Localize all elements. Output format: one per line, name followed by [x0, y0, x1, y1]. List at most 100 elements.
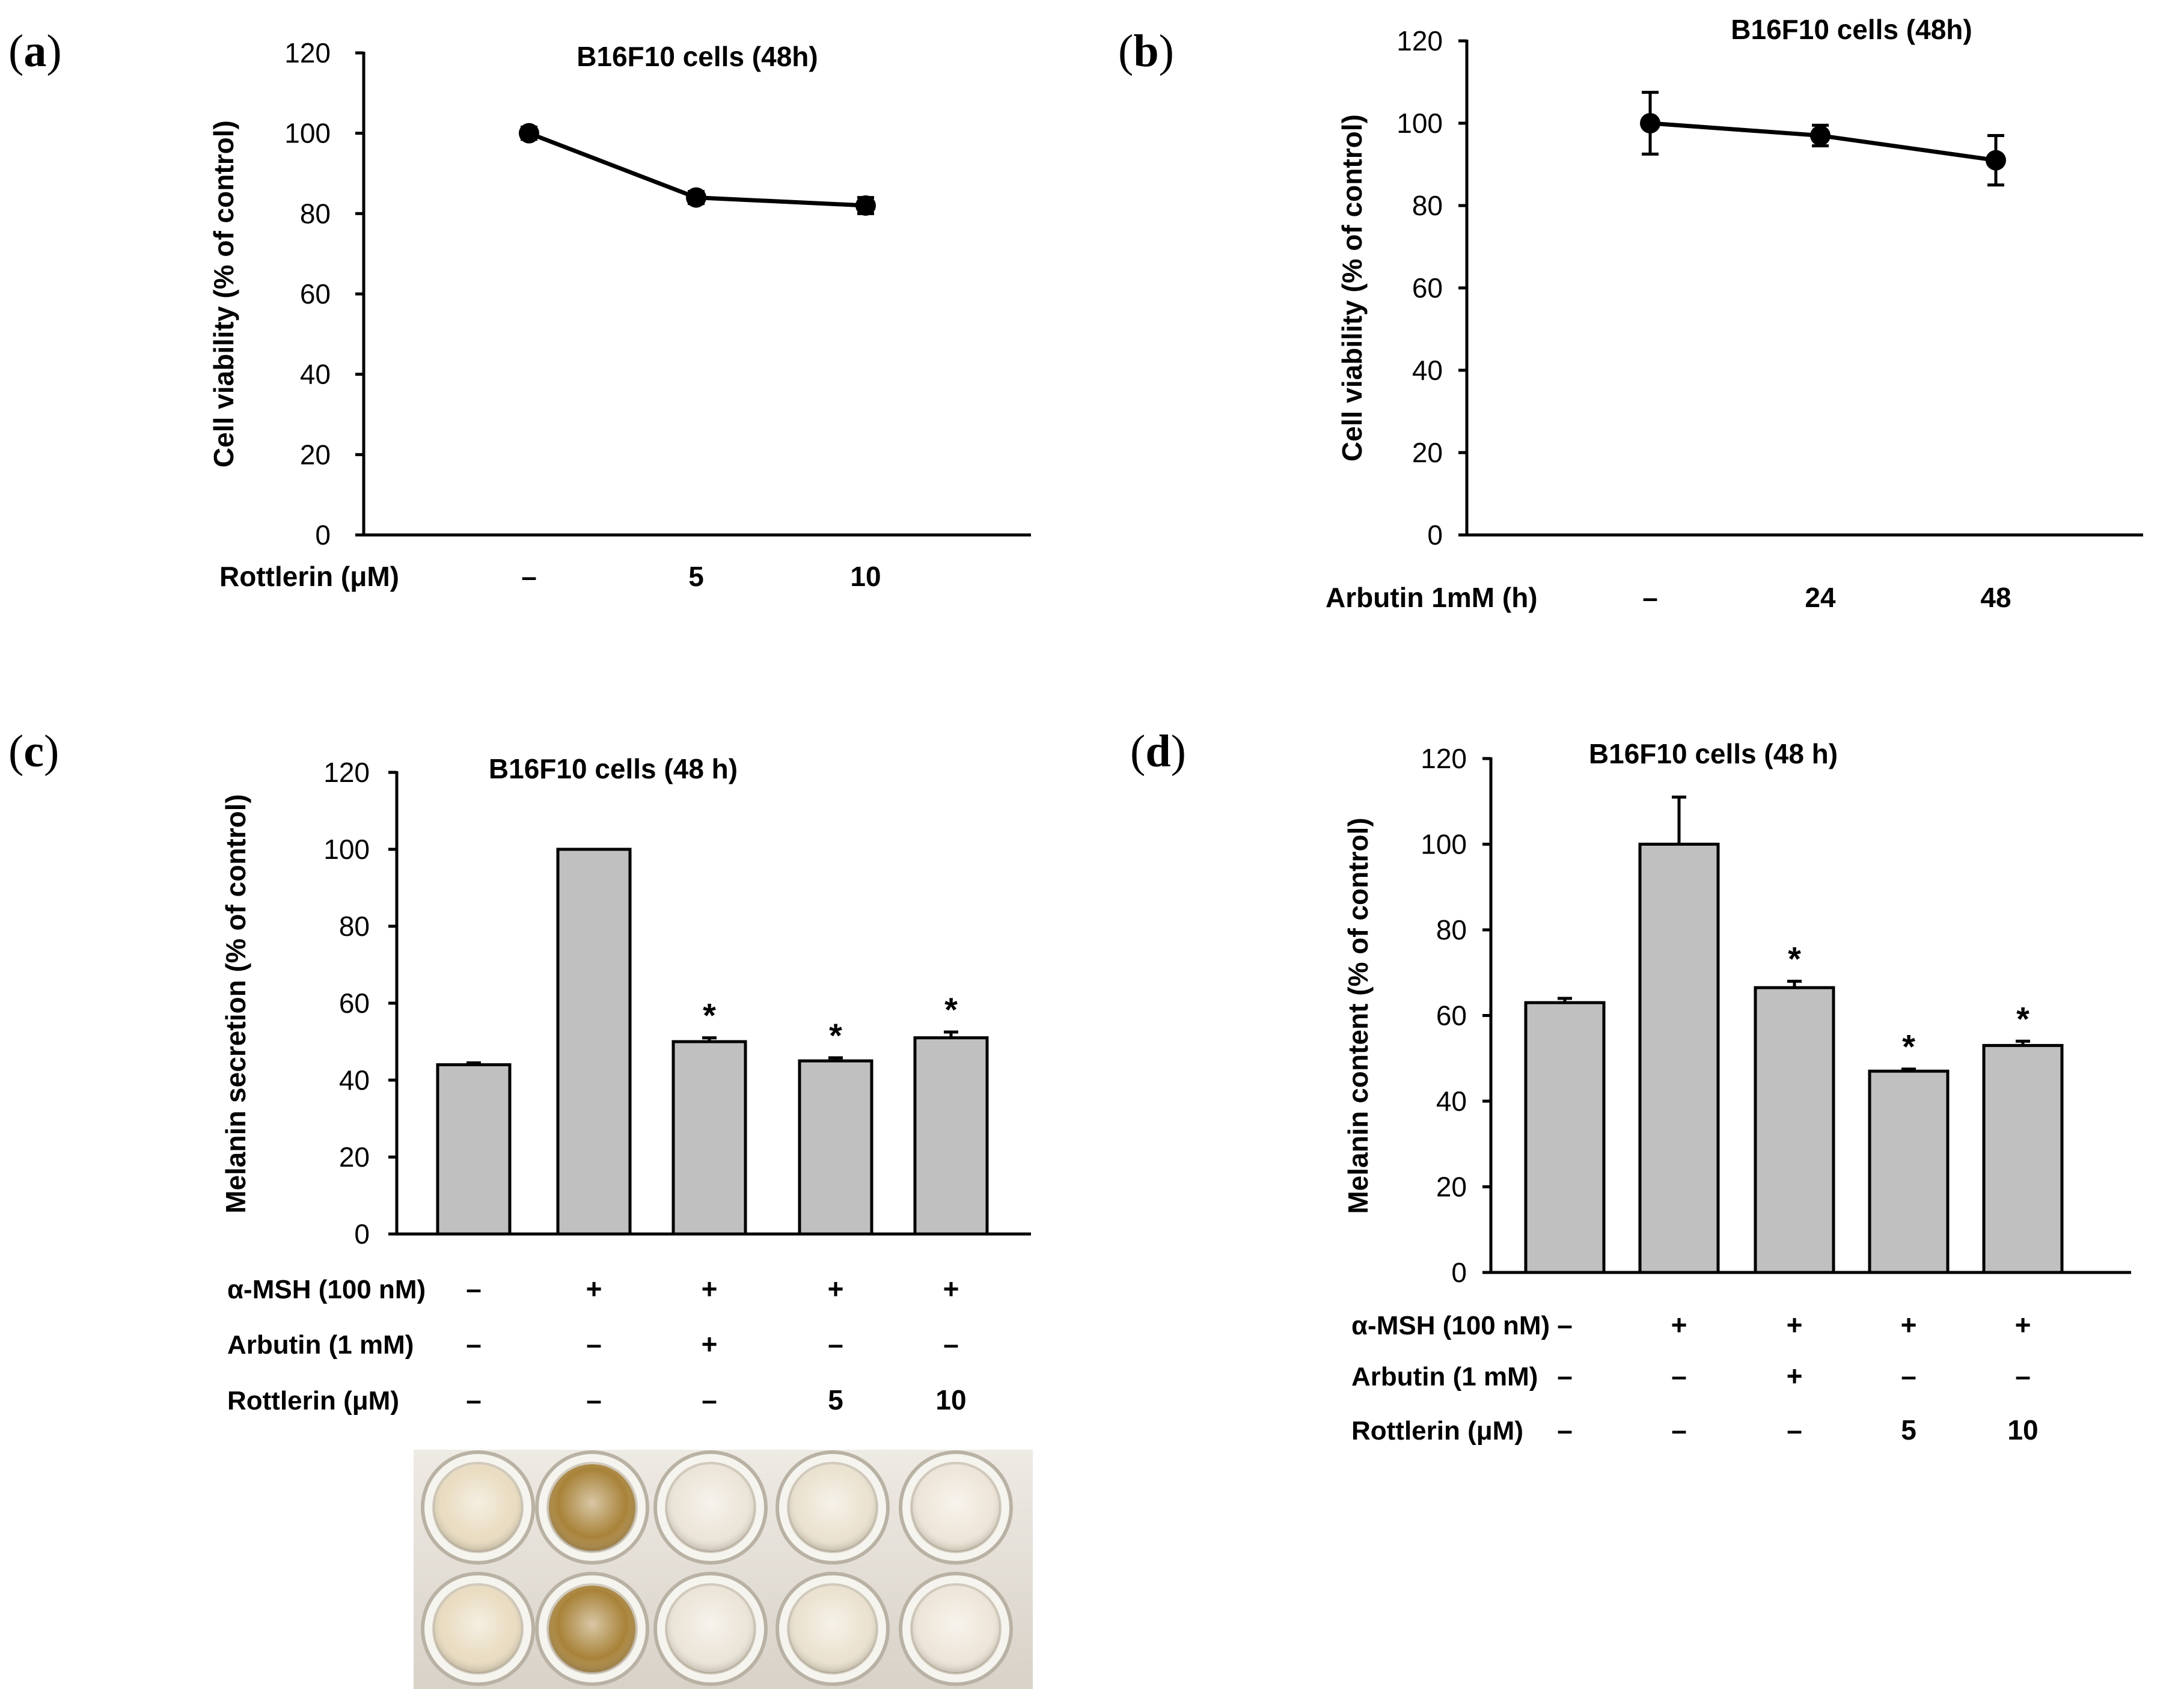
well-highlight: [788, 1463, 877, 1552]
treatment-row-label: Arbutin (1 mM): [1351, 1362, 1538, 1391]
chart-a: 0 20 40 60 80 100 120 Cell viability (% of cont…: [208, 37, 1031, 592]
bar: [1754, 986, 1835, 1274]
bar: [1524, 1001, 1606, 1274]
data-point: [686, 187, 706, 208]
treatment-cell: 5: [1901, 1414, 1916, 1446]
treatment-cell: +: [1901, 1309, 1917, 1340]
treatment-cell: –: [1557, 1414, 1573, 1446]
x-category-label: –: [1642, 582, 1658, 613]
y-axis-title: Cell viability (% of control): [1336, 114, 1368, 462]
bar: [1982, 1043, 2064, 1274]
well-highlight: [548, 1584, 637, 1673]
bar: [671, 1040, 747, 1236]
well-highlight: [433, 1463, 522, 1552]
data-point: [1640, 113, 1660, 133]
chart-title: B16F10 cells (48 h): [489, 753, 738, 784]
treatment-row-label: Rottlerin (μM): [227, 1386, 399, 1416]
y-tick-label: 40: [1436, 1086, 1467, 1117]
treatment-cell: +: [2015, 1309, 2031, 1340]
melanin-plate-photo: [414, 1450, 1033, 1689]
x-category-label: 10: [850, 561, 881, 592]
x-category-label: 5: [688, 561, 704, 592]
well-highlight: [666, 1463, 755, 1552]
treatment-cell: –: [1901, 1360, 1916, 1391]
bar: [556, 848, 632, 1236]
treatment-row-label: Arbutin (1 mM): [227, 1330, 414, 1360]
y-tick-label: 0: [315, 519, 331, 551]
treatment-cell: +: [586, 1273, 602, 1304]
panel-label-a: (a): [8, 26, 62, 76]
x-axis-title: Arbutin 1mM (h): [1326, 582, 1538, 613]
y-tick-label: 40: [1412, 355, 1443, 386]
y-tick-label: 20: [339, 1141, 370, 1173]
treatment-cell: +: [702, 1328, 718, 1360]
treatment-cell: –: [702, 1384, 717, 1416]
treatment-row-label: Rottlerin (μM): [1351, 1416, 1523, 1446]
chart-d: 0 20 40 60 80 100 120 Melanin content (% of con…: [1342, 738, 2131, 1446]
y-tick-label: 20: [300, 439, 331, 470]
treatment-cell: –: [466, 1328, 482, 1360]
treatment-cell: –: [828, 1328, 843, 1360]
treatment-cell: +: [702, 1273, 718, 1304]
well-highlight: [548, 1463, 637, 1552]
treatment-cell: –: [466, 1273, 482, 1304]
treatment-row-label: α-MSH (100 nM): [1351, 1311, 1550, 1340]
treatment-cell: –: [943, 1328, 959, 1360]
panel-label-c: (c): [8, 726, 59, 777]
y-tick-label: 0: [1451, 1257, 1467, 1288]
treatment-cell: 10: [2007, 1414, 2038, 1446]
bar: [1638, 843, 1720, 1274]
y-tick-label: 100: [284, 118, 331, 149]
x-category-label: –: [521, 561, 537, 592]
bar: [1868, 1069, 1950, 1274]
chart-b: 0 20 40 60 80 100 120 Cell viability (% of cont…: [1326, 14, 2143, 613]
y-tick-label: 0: [354, 1218, 370, 1250]
treatment-cell: –: [1787, 1414, 1802, 1446]
y-axis-title: Melanin secretion (% of control): [220, 794, 251, 1214]
chart-title: B16F10 cells (48h): [1731, 14, 1972, 45]
well-highlight: [911, 1463, 1000, 1552]
y-tick-label: 80: [339, 911, 370, 942]
x-axis-title: Rottlerin (μM): [219, 561, 399, 592]
treatment-cell: +: [828, 1273, 844, 1304]
treatment-cell: –: [466, 1384, 482, 1416]
y-tick-label: 100: [323, 834, 370, 865]
treatment-cell: +: [1787, 1309, 1803, 1340]
well-highlight: [666, 1584, 755, 1673]
panel-label-b: (b): [1118, 26, 1174, 76]
well-highlight: [788, 1584, 877, 1673]
y-tick-label: 100: [1396, 108, 1443, 139]
significance-star: *: [944, 991, 958, 1028]
chart-c: 0 20 40 60 80 100 120 Melanin secretion (% of c…: [220, 753, 1031, 1416]
data-point: [855, 195, 876, 216]
y-tick-label: 40: [339, 1064, 370, 1096]
y-tick-label: 80: [300, 198, 331, 229]
data-point: [1810, 125, 1831, 146]
y-tick-label: 100: [1421, 829, 1467, 860]
y-axis-title: Cell viability (% of control): [208, 120, 239, 468]
y-tick-label: 20: [1412, 437, 1443, 468]
x-category-label: 48: [1980, 582, 2011, 613]
y-tick-label: 60: [1436, 1000, 1467, 1031]
treatment-cell: –: [1671, 1414, 1687, 1446]
bar: [798, 1059, 873, 1236]
y-tick-label: 0: [1427, 519, 1443, 551]
y-tick-label: 120: [284, 37, 331, 69]
y-tick-label: 60: [300, 278, 331, 310]
significance-star: *: [2016, 1000, 2030, 1037]
bar: [913, 1036, 989, 1236]
chart-title: B16F10 cells (48 h): [1589, 738, 1838, 769]
y-axis-title: Melanin content (% of control): [1342, 817, 1374, 1214]
treatment-cell: –: [586, 1384, 602, 1416]
treatment-cell: –: [2015, 1360, 2031, 1391]
treatment-cell: 5: [828, 1384, 843, 1416]
treatment-row-label: α-MSH (100 nM): [227, 1275, 426, 1304]
well-highlight: [433, 1584, 522, 1673]
y-tick-label: 120: [1396, 25, 1443, 57]
y-tick-label: 60: [1412, 272, 1443, 304]
treatment-cell: –: [1557, 1360, 1573, 1391]
y-tick-label: 20: [1436, 1171, 1467, 1203]
treatment-cell: –: [586, 1328, 602, 1360]
y-tick-label: 80: [1412, 190, 1443, 221]
